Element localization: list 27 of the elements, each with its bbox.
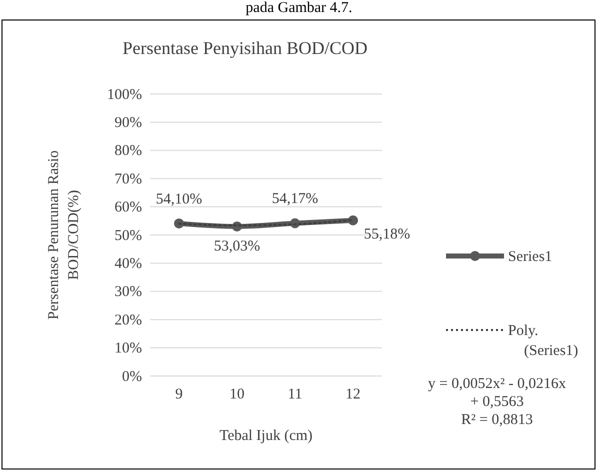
data-label: 54,17% <box>272 191 318 208</box>
y-tick-label: 20% <box>114 312 142 328</box>
x-axis-title: Tebal Ijuk (cm) <box>219 428 313 444</box>
text: y = 0,0052x² - 0,0216x + 0,5563 <box>428 376 566 410</box>
y-tick-label: 10% <box>114 340 142 357</box>
legend-label: Poly. (Series1) <box>508 323 578 359</box>
x-tick-label: 11 <box>288 386 302 403</box>
y-tick-label: 0% <box>122 368 142 385</box>
x-tick-label: 9 <box>175 386 183 403</box>
legend-label: Series1 <box>508 249 552 265</box>
y-tick-label: 60% <box>114 200 142 216</box>
y-tick-label: 90% <box>114 115 142 131</box>
text: R² = 0,8813 <box>461 412 533 428</box>
x-tick-label: 10 <box>230 386 244 403</box>
x-tick-label: 12 <box>346 386 360 403</box>
y-tick-label: 50% <box>114 228 142 244</box>
y-tick-label: 80% <box>114 143 142 160</box>
chart-title: Persentase Penyisihan BOD/COD <box>122 38 368 58</box>
y-tick-label: 40% <box>114 256 142 272</box>
y-tick-label: 100% <box>107 86 142 103</box>
y-axis-title: Persentase Penurunan Rasio BOD/COD(%) <box>46 150 82 320</box>
y-tick-label: 70% <box>114 171 142 188</box>
data-label: 55,18% <box>364 226 410 242</box>
y-tick-label: 30% <box>114 284 142 300</box>
data-label: 53,03% <box>214 238 260 254</box>
text: pada Gambar 4.7. <box>246 0 352 16</box>
data-label: 54,10% <box>156 191 202 208</box>
